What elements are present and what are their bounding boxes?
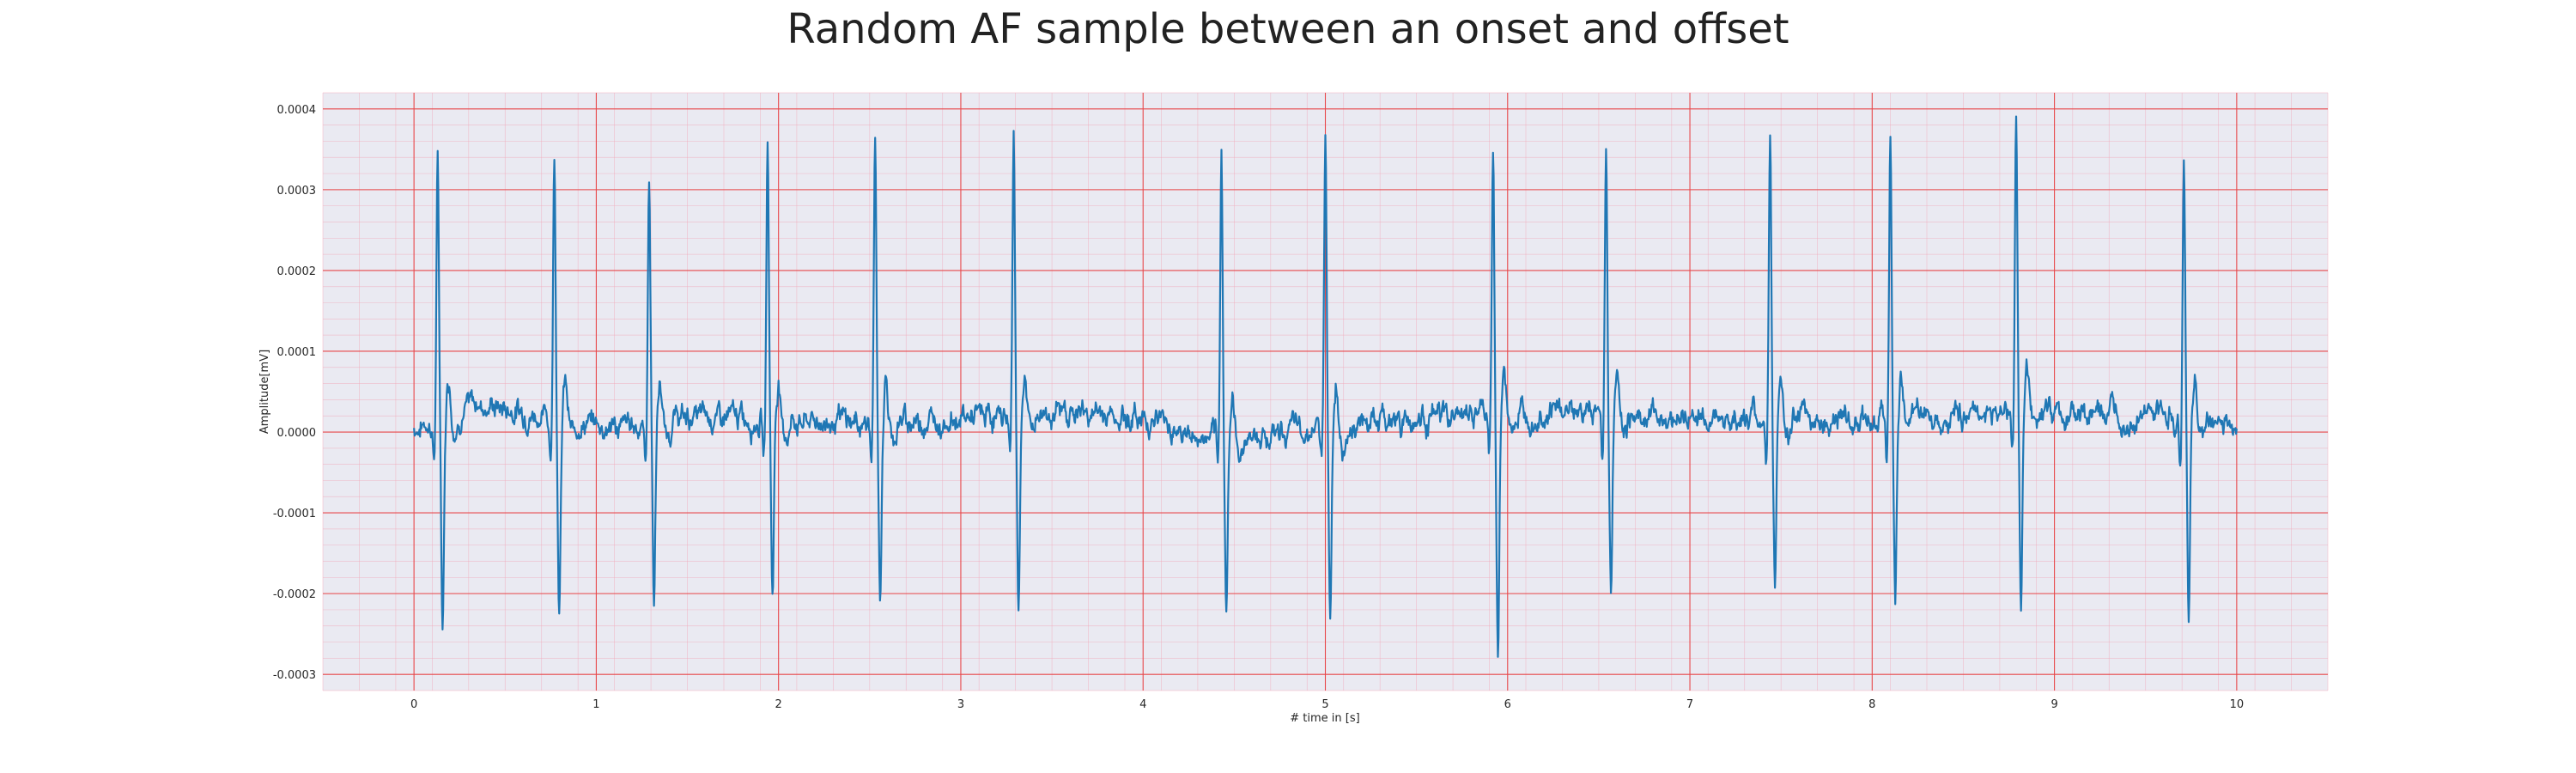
x-tick-label: 8 bbox=[1868, 698, 1875, 711]
x-tick-label: 3 bbox=[957, 698, 964, 711]
y-tick-label: -0.0003 bbox=[273, 669, 316, 682]
x-axis-label: # time in [s] bbox=[1290, 712, 1359, 725]
x-tick-label: 9 bbox=[2050, 698, 2057, 711]
x-axis-ticks: 0 1 2 3 4 5 6 7 8 9 10 bbox=[410, 698, 2244, 711]
signal-line bbox=[413, 115, 2238, 658]
x-tick-label: 6 bbox=[1504, 698, 1511, 711]
major-grid bbox=[323, 93, 2328, 691]
chart-title: Random AF sample between an onset and of… bbox=[787, 5, 1789, 53]
y-axis-ticks: -0.0003 -0.0002 -0.0001 0.0000 0.0001 0.0002 0… bbox=[273, 104, 316, 682]
x-tick-label: 7 bbox=[1686, 698, 1693, 711]
x-tick-label: 1 bbox=[592, 698, 599, 711]
y-axis-label: Amplitude[mV] bbox=[258, 350, 271, 434]
y-tick-label: 0.0003 bbox=[277, 185, 317, 198]
x-tick-label: 4 bbox=[1139, 698, 1146, 711]
x-tick-label: 10 bbox=[2230, 698, 2245, 711]
x-tick-label: 0 bbox=[410, 698, 417, 711]
y-tick-label: 0.0000 bbox=[277, 427, 317, 440]
y-tick-label: 0.0001 bbox=[277, 346, 317, 359]
x-tick-label: 5 bbox=[1321, 698, 1328, 711]
y-tick-label: -0.0002 bbox=[273, 588, 316, 601]
y-tick-label: -0.0001 bbox=[273, 508, 316, 520]
y-tick-label: 0.0002 bbox=[277, 265, 317, 278]
y-tick-label: 0.0004 bbox=[277, 104, 317, 117]
x-tick-label: 2 bbox=[775, 698, 782, 711]
